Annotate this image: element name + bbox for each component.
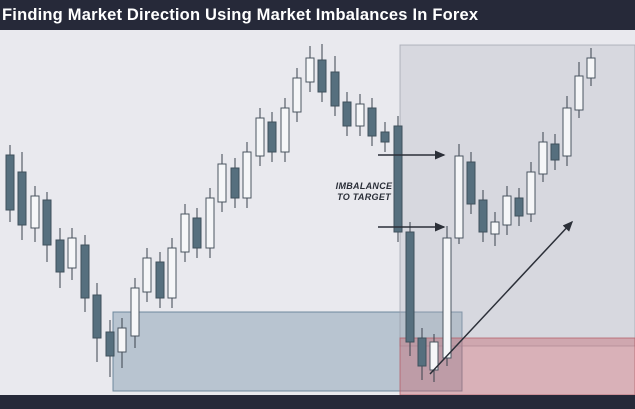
candle-bear <box>317 44 327 102</box>
page-title: Finding Market Direction Using Market Im… <box>2 5 479 24</box>
candle-bull <box>586 48 596 86</box>
candle-bear <box>478 190 488 242</box>
candle-bear <box>330 56 340 116</box>
candle-bull <box>180 204 190 262</box>
candle-bull <box>217 154 227 212</box>
candle-bear <box>417 328 427 380</box>
candle-bear <box>42 192 52 262</box>
candle-bull <box>538 132 548 182</box>
candle-bull <box>67 228 77 280</box>
candle-bear <box>466 152 476 214</box>
supply-gray-zone <box>399 44 635 347</box>
candle-bear <box>405 222 415 356</box>
candle-bear <box>192 208 202 258</box>
demand-zone <box>112 311 463 392</box>
candlestick-chart <box>5 44 635 395</box>
candle-bear <box>155 252 165 308</box>
candle-bear <box>367 98 377 146</box>
candle-bull <box>562 96 572 166</box>
candle-bear <box>514 188 524 226</box>
candle-bear <box>267 112 277 162</box>
candle-bull <box>142 248 152 302</box>
candle-bear <box>55 228 65 288</box>
candle-bear <box>17 152 27 240</box>
imbalance-annotation: IMBALANCE TO TARGET <box>318 181 410 202</box>
candle-bull <box>526 162 536 222</box>
candle-bull <box>255 108 265 166</box>
candle-bear <box>80 235 90 312</box>
candle-bull <box>30 186 40 242</box>
candle-bull <box>442 226 452 366</box>
candle-bull <box>574 62 584 118</box>
annotation-line-2: TO TARGET <box>337 191 391 202</box>
candle-bull <box>490 212 500 246</box>
candle-bear <box>105 320 115 377</box>
candle-bull <box>305 46 315 92</box>
candle-bull <box>117 318 127 368</box>
candle-bull <box>242 142 252 208</box>
candle-bull <box>205 188 215 258</box>
candle-bull <box>167 238 177 308</box>
candle-bear <box>550 134 560 170</box>
footer-bar <box>0 395 635 409</box>
candle-bear <box>230 158 240 208</box>
candle-bull <box>280 98 290 162</box>
candle-bull <box>502 186 512 235</box>
stop-red-zone <box>399 337 635 395</box>
candle-bull <box>355 94 365 136</box>
annotation-line-1: IMBALANCE <box>335 181 393 191</box>
candle-bear <box>92 283 102 362</box>
candle-bear <box>380 122 390 152</box>
projection-arrow <box>429 220 574 375</box>
candle-bear <box>393 116 403 242</box>
candle-bear <box>342 92 352 136</box>
candle-bull <box>130 278 140 348</box>
candle-bull <box>454 144 464 244</box>
header-bar: Finding Market Direction Using Market Im… <box>0 0 635 30</box>
candle-bull <box>292 68 302 122</box>
chart-area: IMBALANCE TO TARGET <box>0 30 635 395</box>
candle-bear <box>5 145 15 222</box>
